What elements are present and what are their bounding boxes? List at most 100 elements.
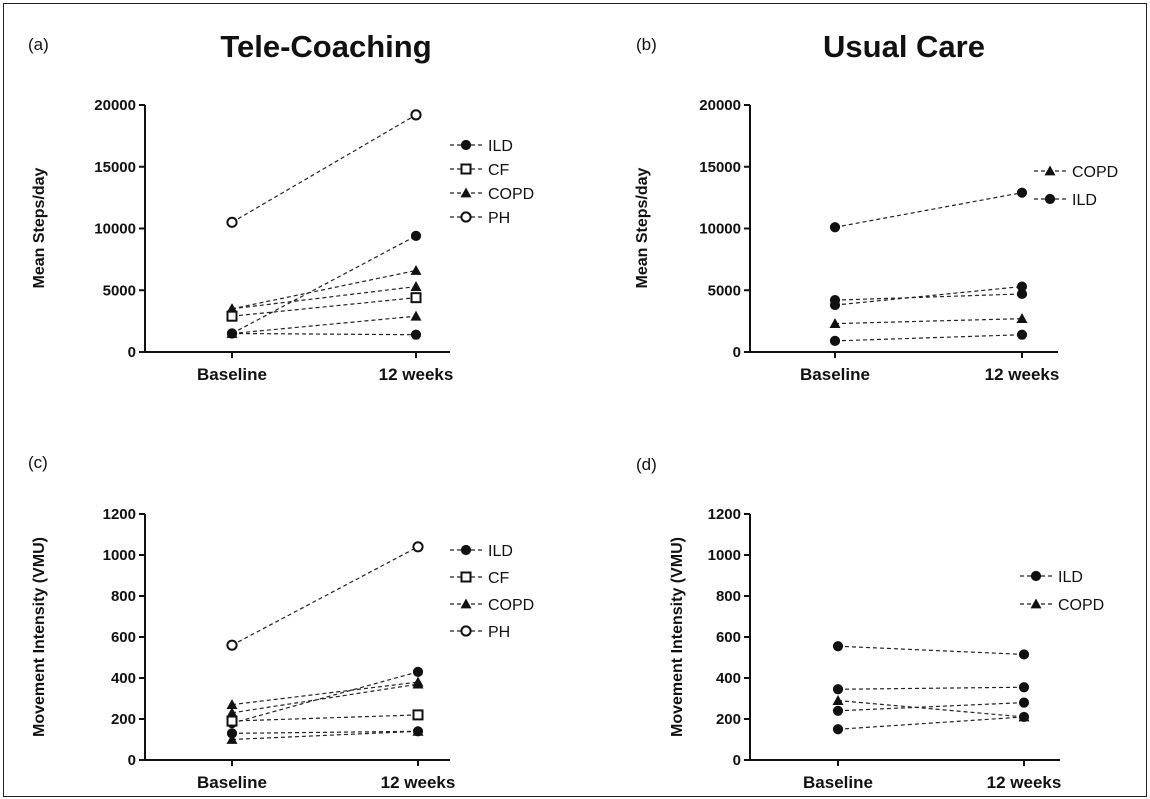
data-point [1018, 697, 1030, 708]
panel-letter: (c) [28, 453, 48, 472]
y-tick-label: 0 [128, 344, 136, 361]
y-tick-label: 5000 [708, 282, 741, 299]
legend-item-ph: PH [450, 210, 510, 227]
data-point [832, 641, 844, 652]
series-ild-1 [829, 187, 1028, 233]
data-point [829, 318, 841, 328]
y-tick-label: 15000 [94, 159, 136, 176]
y-tick-label: 400 [111, 670, 136, 687]
legend-item-ild: ILD [450, 138, 513, 155]
y-axis-label: Mean Steps/day [31, 167, 48, 288]
x-tick-label: 12 weeks [379, 365, 454, 384]
data-point [1018, 649, 1030, 660]
legend-item-ild: ILD [1020, 569, 1083, 586]
chart-panel-2: (b) Usual Care Mean Steps/day 0 5000 10000 150… [634, 29, 1118, 384]
legend-marker [1030, 598, 1042, 609]
series-ild-7 [226, 328, 422, 340]
series-line [231, 671, 419, 724]
data-point [410, 281, 422, 291]
series-line [231, 269, 417, 310]
x-tick-label: Baseline [197, 365, 267, 384]
data-point [412, 725, 424, 736]
legend-label: COPD [488, 186, 534, 203]
legend-item-ild: ILD [1034, 192, 1097, 209]
y-tick-label: 1000 [708, 547, 741, 564]
chart-panel-3: (c) Movement Intensity (VMU) 0 200 400 600 800… [28, 453, 534, 792]
series-line [834, 334, 1023, 342]
legend-marker [1030, 570, 1042, 582]
series-line [837, 686, 1025, 690]
data-point [410, 292, 422, 304]
data-point [832, 684, 844, 695]
legend-marker [460, 571, 472, 583]
legend-marker [460, 163, 472, 175]
y-tick-label: 20000 [699, 97, 741, 114]
data-point [410, 109, 422, 121]
x-tick-label: 12 weeks [381, 773, 456, 792]
data-point [226, 310, 238, 322]
y-tick-label: 400 [716, 670, 741, 687]
y-tick-label: 15000 [699, 159, 741, 176]
chart-panel-1: (a) Tele-Coaching Mean Steps/day 0 5000 10000… [28, 29, 534, 384]
data-point [1016, 281, 1028, 292]
legend-label: ILD [1072, 192, 1097, 209]
series-ild-5 [832, 711, 1030, 735]
data-point [226, 699, 238, 710]
legend-label: COPD [1072, 164, 1118, 181]
legend-marker [460, 598, 472, 609]
data-point [832, 724, 844, 735]
x-tick-label: 12 weeks [985, 365, 1060, 384]
legend-label: ILD [1058, 569, 1083, 586]
legend-item-copd: COPD [450, 186, 534, 203]
y-tick-label: 800 [716, 588, 741, 605]
chart-title: Tele-Coaching [220, 29, 431, 64]
series-line [231, 297, 417, 317]
legend-label: PH [488, 210, 510, 227]
y-tick-label: 0 [128, 752, 136, 769]
legend-item-copd: COPD [1020, 597, 1104, 614]
series-ild-5 [829, 329, 1028, 346]
series-ild-2 [832, 682, 1030, 695]
x-tick-label: Baseline [197, 773, 267, 792]
data-point [226, 707, 238, 718]
data-point [832, 705, 844, 716]
y-axis-label: Movement Intensity (VMU) [669, 537, 686, 737]
series-line [231, 681, 419, 706]
legend-item-ph: PH [450, 624, 510, 641]
legend-marker [460, 211, 472, 223]
y-axis-label: Mean Steps/day [634, 167, 651, 288]
panel-letter: (a) [28, 35, 49, 54]
x-tick-label: Baseline [803, 773, 873, 792]
figure-frame [3, 3, 1147, 797]
y-tick-label: 5000 [103, 282, 136, 299]
data-point [829, 299, 841, 311]
panel-letter: (b) [636, 35, 657, 54]
series-ild-3 [829, 281, 1028, 311]
series-line [231, 714, 419, 722]
legend-marker [460, 139, 472, 151]
series-line [231, 332, 417, 336]
data-point [1018, 682, 1030, 693]
legend-marker [1044, 165, 1056, 176]
y-tick-label: 0 [733, 344, 741, 361]
series-ild-2 [226, 230, 422, 339]
data-point [412, 666, 424, 677]
series-line [231, 315, 417, 335]
y-tick-label: 600 [111, 629, 136, 646]
series-copd-3 [226, 676, 424, 710]
series-line [834, 192, 1023, 228]
data-point [1016, 187, 1028, 198]
series-line [231, 730, 419, 741]
legend-item-ild: ILD [450, 543, 513, 560]
legend-item-cf: CF [450, 162, 510, 179]
legend-label: COPD [488, 597, 534, 614]
series-line [837, 699, 1025, 718]
chart-panel-4: (d) Movement Intensity (VMU) 0 200 400 600 800… [636, 455, 1104, 792]
data-point [410, 230, 422, 242]
series-line [837, 716, 1025, 730]
series-copd-3 [832, 695, 1030, 722]
x-tick-label: 12 weeks [987, 773, 1062, 792]
data-point [829, 222, 841, 233]
legend-label: COPD [1058, 597, 1104, 614]
series-ph-1 [226, 109, 422, 228]
